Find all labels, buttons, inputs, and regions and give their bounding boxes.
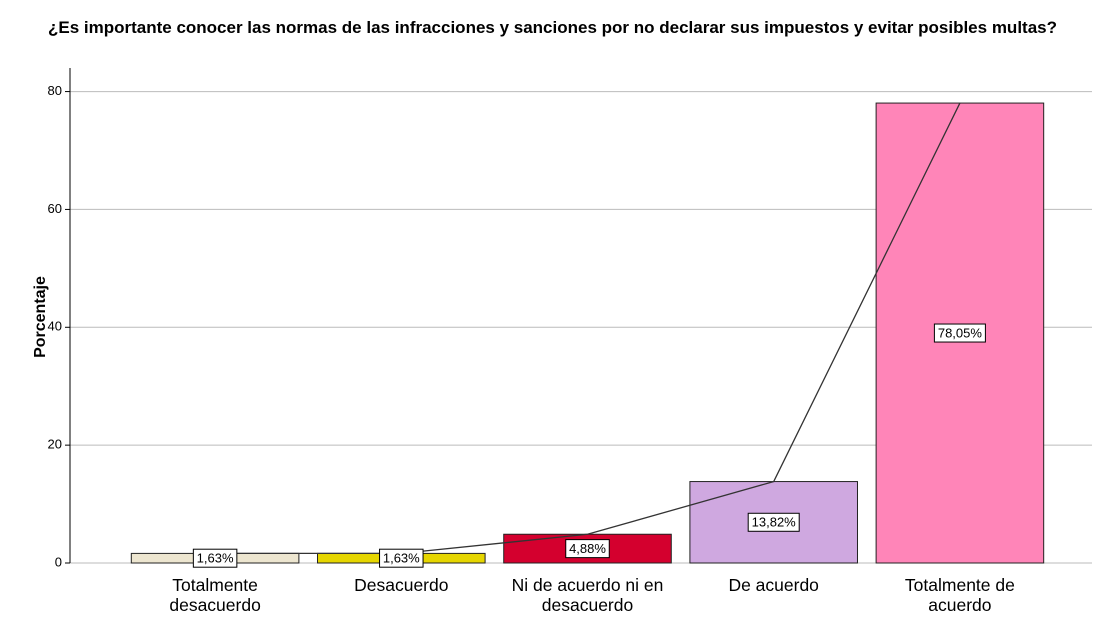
chart-title: ¿Es importante conocer las normas de las… — [47, 18, 1057, 37]
value-label-box — [747, 512, 800, 532]
x-tick-label: Desacuerdo — [354, 575, 449, 595]
value-label-box — [379, 548, 424, 568]
y-axis-label: Porcentaje — [32, 276, 49, 358]
y-tick-label: 80 — [48, 83, 62, 98]
y-tick-label: 20 — [48, 437, 62, 452]
y-tick-label: 40 — [48, 319, 62, 334]
trend-line — [215, 102, 961, 555]
x-tick-label: Totalmente desacuerdo — [169, 575, 261, 615]
value-label-box — [192, 548, 238, 568]
x-tick-label: Totalmente de acuerdo — [904, 575, 1015, 615]
y-tick-label: 60 — [48, 201, 62, 216]
value-label: 78,05% — [938, 325, 983, 340]
x-tick-label: Ni de acuerdo ni en desacuerdo — [511, 575, 664, 615]
value-label: 1,63% — [197, 551, 234, 566]
value-label: 13,82% — [752, 515, 797, 530]
x-tick-label: De acuerdo — [728, 575, 819, 595]
value-label: 1,63% — [383, 551, 420, 566]
value-label: 4,88% — [569, 541, 606, 556]
y-tick-label: 0 — [55, 554, 62, 569]
value-label-box — [933, 323, 986, 343]
value-label-box — [565, 539, 610, 559]
